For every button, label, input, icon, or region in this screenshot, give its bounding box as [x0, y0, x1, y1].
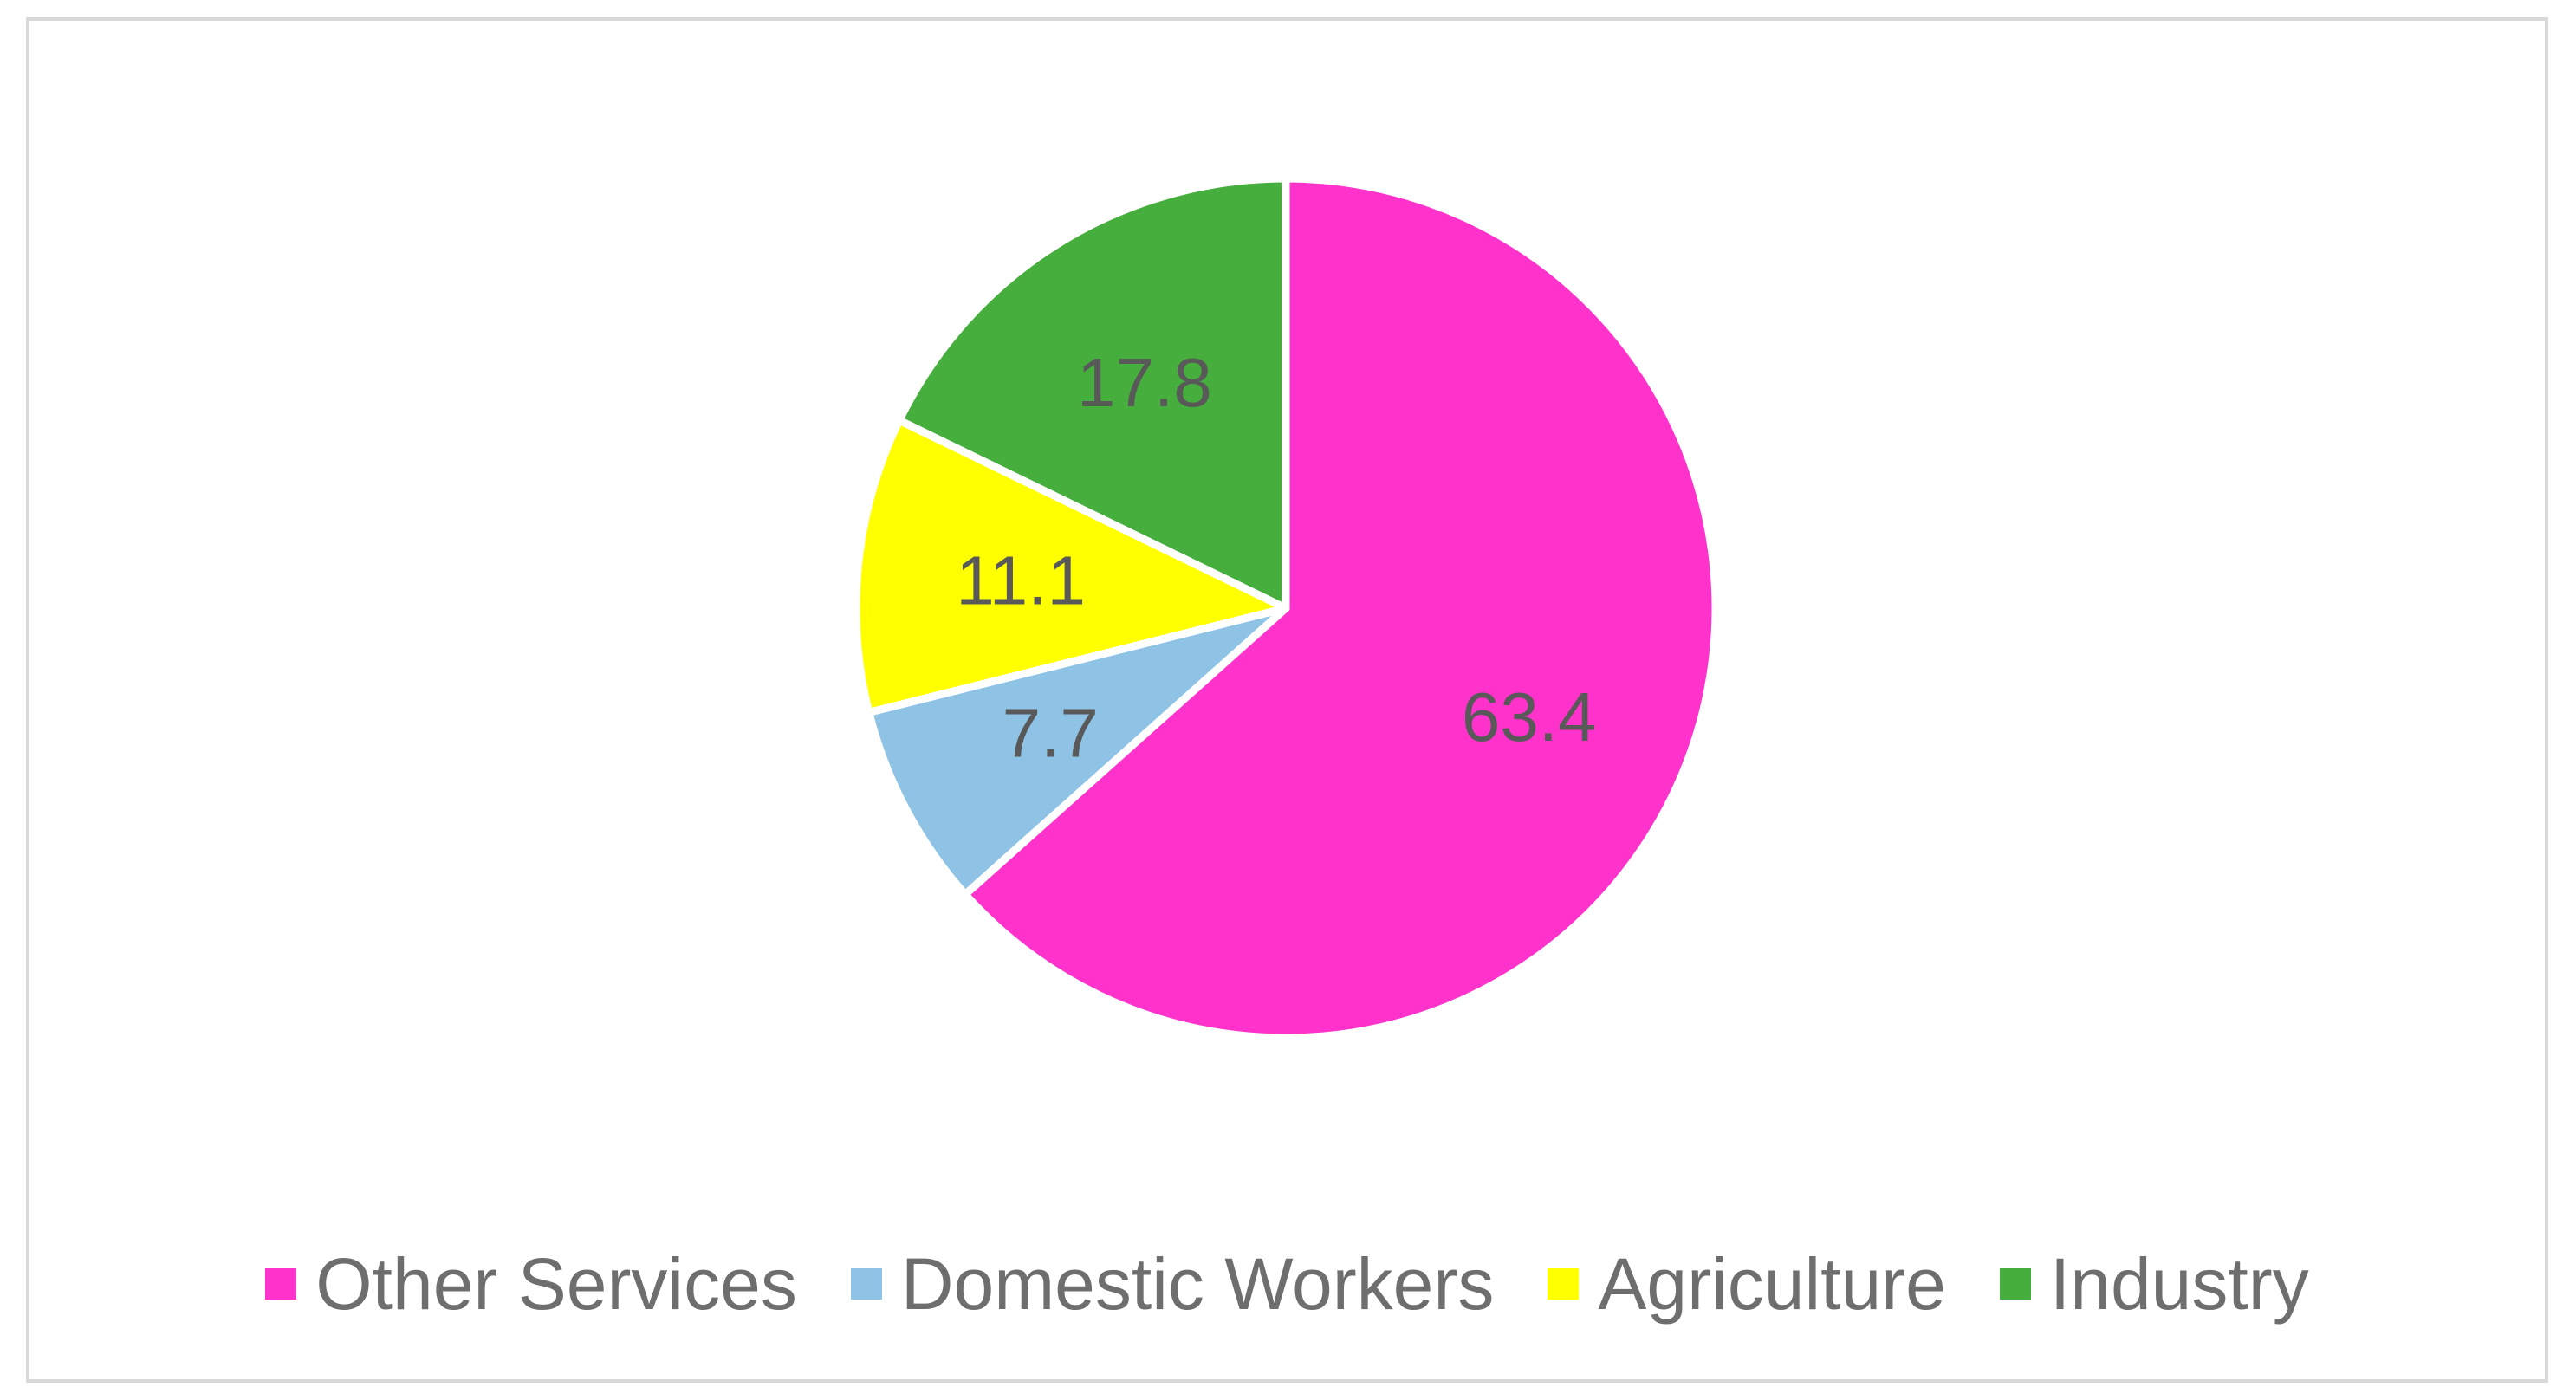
legend: Other Services Domestic Workers Agricult…: [29, 1241, 2545, 1327]
pie-data-labels: 63.4 7.7 11.1 17.8: [956, 344, 1596, 772]
data-label-agriculture: 11.1: [956, 542, 1086, 619]
pie-slice-other-services: [961, 174, 1720, 1042]
legend-item-other-services: Other Services: [265, 1248, 797, 1320]
legend-label-industry: Industry: [2049, 1243, 2309, 1325]
legend-label-other-services: Other Services: [315, 1243, 797, 1325]
pie-slice-domestic-workers: [865, 604, 1290, 898]
pie-slice-agriculture: [852, 416, 1290, 716]
pie-slices: [852, 174, 1720, 1042]
legend-label-domestic-workers: Domestic Workers: [900, 1243, 1495, 1325]
pie-chart: 63.4 7.7 11.1 17.8: [852, 174, 1720, 1042]
legend-swatch-agriculture: [1548, 1268, 1580, 1300]
legend-item-domestic-workers: Domestic Workers: [850, 1243, 1495, 1325]
chart-frame: 63.4 7.7 11.1 17.8 Other Services Domestic …: [26, 17, 2548, 1383]
legend-swatch-domestic-workers: [850, 1268, 882, 1300]
legend-swatch-other-services: [265, 1268, 297, 1300]
data-label-other-services: 63.4: [1462, 678, 1597, 755]
data-label-domestic-workers: 7.7: [1002, 694, 1099, 771]
legend-label-agriculture: Agriculture: [1598, 1243, 1946, 1325]
pie-slice-industry: [895, 174, 1290, 612]
legend-item-agriculture: Agriculture: [1548, 1248, 1946, 1320]
legend-item-industry: Industry: [1999, 1243, 2309, 1325]
data-label-industry: 17.8: [1077, 344, 1212, 421]
legend-swatch-industry: [1999, 1268, 2031, 1300]
